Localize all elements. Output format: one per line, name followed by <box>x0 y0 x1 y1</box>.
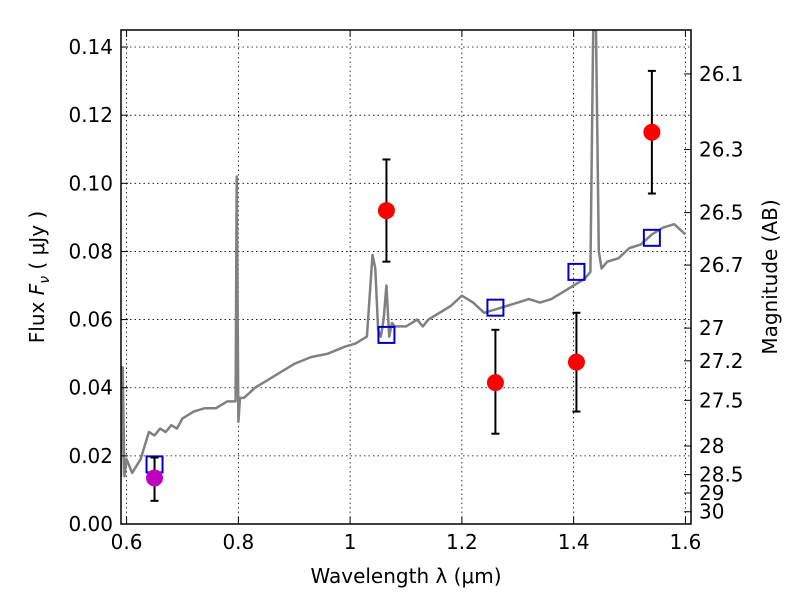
x-tick-label: 0.6 <box>111 530 143 554</box>
model-photometry-square <box>377 325 396 344</box>
observed-point <box>377 202 395 220</box>
y-tick-label: 0.10 <box>68 171 113 195</box>
y-tick-label: 0.02 <box>68 444 113 468</box>
y2-axis-label: Magnitude (AB) <box>758 199 782 354</box>
x-axis-label: Wavelength λ (μm) <box>310 564 501 588</box>
x-tick-label: 1.4 <box>558 530 590 554</box>
x-tick-label: 1.2 <box>446 530 478 554</box>
y-label-subscript: ν <box>37 276 53 284</box>
y2-tick-label: 27.5 <box>699 388 744 412</box>
x-tick-label: 1.6 <box>670 530 702 554</box>
model-spectrum-line <box>121 30 687 478</box>
model-photometry-square <box>486 298 505 317</box>
model-photometry-square <box>642 228 661 247</box>
y2-tick-label: 28 <box>699 434 724 458</box>
x-tick-label: 0.8 <box>222 530 254 554</box>
y-tick-label: 0.08 <box>68 239 113 263</box>
y-tick-label: 0.14 <box>68 35 113 59</box>
y2-tick-label: 27 <box>699 316 724 340</box>
y-tick-label: 0.00 <box>68 512 113 536</box>
y-tick-label: 0.04 <box>68 376 113 400</box>
plot-frame <box>120 29 692 525</box>
observed-point <box>643 123 661 141</box>
ticks-layer: 0.6 0.8 1 1.2 1.4 1.6 0.00 0.02 0.04 0.06 0.08 0.10… <box>68 30 744 554</box>
observed-point <box>146 469 164 487</box>
observed-point <box>486 374 504 392</box>
y2-tick-label: 29 <box>699 481 724 505</box>
y-tick-label: 0.12 <box>68 103 113 127</box>
y2-tick-label: 26.1 <box>699 62 744 86</box>
y2-tick-label: 27.2 <box>699 349 744 373</box>
y2-tick-label: 28.5 <box>699 463 744 487</box>
y-axis-label: Flux Fν ( μJy ) <box>25 211 53 343</box>
y-label-suffix: ( μJy ) <box>25 211 49 276</box>
x-tick-label: 1 <box>344 530 357 554</box>
observed-point <box>567 353 585 371</box>
y2-tick-label: 26.7 <box>699 253 744 277</box>
y-tick-label: 0.06 <box>68 308 113 332</box>
series-layer <box>121 30 687 502</box>
y-label-symbol: F <box>25 283 49 295</box>
y2-tick-label: 26.5 <box>699 201 744 225</box>
y-label-prefix: Flux <box>25 295 49 343</box>
y2-tick-label: 30 <box>699 500 724 524</box>
y2-tick-label: 26.3 <box>699 138 744 162</box>
model-photometry-square <box>567 262 586 281</box>
grid <box>121 30 691 525</box>
